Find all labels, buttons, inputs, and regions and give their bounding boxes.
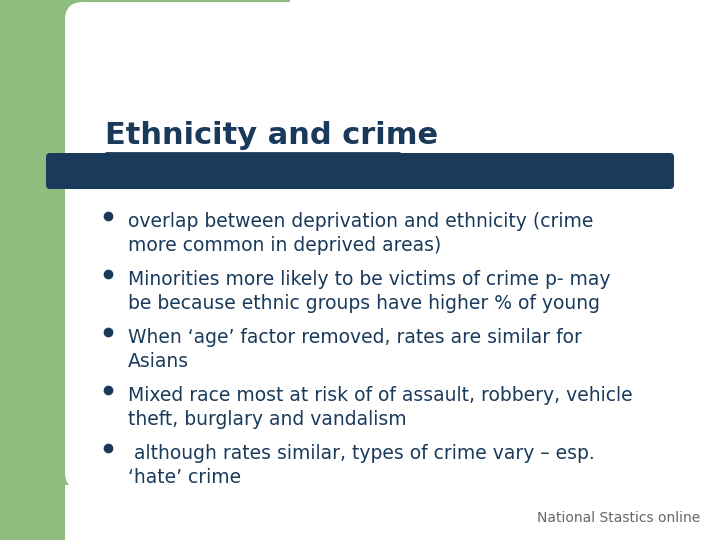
Text: although rates similar, types of crime vary – esp.
‘hate’ crime: although rates similar, types of crime v… xyxy=(128,444,595,487)
Text: overlap between deprivation and ethnicity (crime
more common in deprived areas): overlap between deprivation and ethnicit… xyxy=(128,212,593,255)
Bar xyxy=(0,0,70,540)
Text: Minorities more likely to be victims of crime p- may
be because ethnic groups ha: Minorities more likely to be victims of … xyxy=(128,270,611,313)
Bar xyxy=(65,485,720,540)
Text: Ethnicity and crime: Ethnicity and crime xyxy=(105,121,438,150)
Bar xyxy=(680,0,720,490)
FancyBboxPatch shape xyxy=(65,2,718,490)
Text: Mixed race most at risk of of assault, robbery, vehicle
theft, burglary and vand: Mixed race most at risk of of assault, r… xyxy=(128,386,633,429)
Bar xyxy=(0,0,290,185)
Bar xyxy=(680,0,720,20)
Text: When ‘age’ factor removed, rates are similar for
Asians: When ‘age’ factor removed, rates are sim… xyxy=(128,328,582,372)
Text: National Stastics online: National Stastics online xyxy=(536,511,700,525)
FancyBboxPatch shape xyxy=(46,153,674,189)
